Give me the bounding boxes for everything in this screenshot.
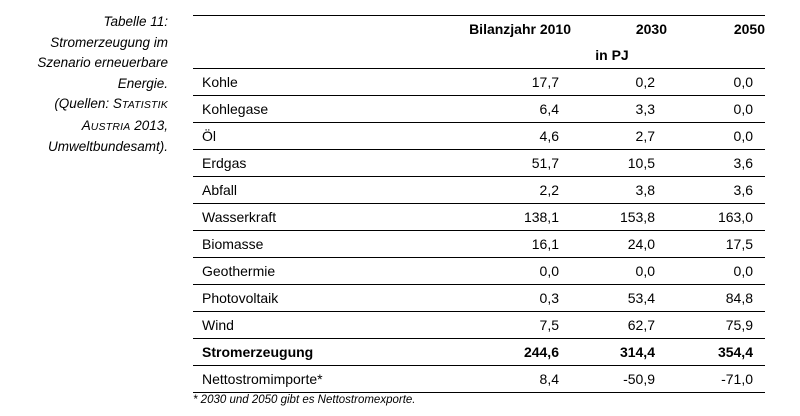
data-table: Bilanzjahr 2010 2030 2050 in PJ Kohle 17…	[193, 15, 765, 393]
cell-value: 4,6	[459, 122, 571, 150]
table-row: Geothermie 0,0 0,0 0,0	[193, 257, 765, 285]
caption-text: A	[81, 117, 91, 133]
row-label: Nettostromimporte*	[193, 365, 459, 393]
caption-text: USTRIA	[90, 120, 131, 133]
cell-value: 0,0	[571, 257, 667, 285]
table-caption: Tabelle 11: Stromerzeugung im Szenario e…	[0, 12, 168, 158]
cell-value: 7,5	[459, 311, 571, 339]
cell-value: 3,6	[667, 176, 765, 204]
cell-value: 3,8	[571, 176, 667, 204]
cell-value: 17,7	[459, 68, 571, 96]
cell-value: 62,7	[571, 311, 667, 339]
column-header: Bilanzjahr 2010	[459, 15, 571, 42]
row-label: Abfall	[193, 176, 459, 204]
unit-row: in PJ	[193, 42, 765, 69]
caption-text: (Quellen:	[54, 96, 113, 111]
row-label: Wasserkraft	[193, 203, 459, 231]
row-label: Wind	[193, 311, 459, 339]
table-row: Kohlegase 6,4 3,3 0,0	[193, 95, 765, 123]
table-row: Erdgas 51,7 10,5 3,6	[193, 149, 765, 177]
caption-line: Energie.	[117, 75, 168, 91]
column-header: 2050	[667, 15, 765, 42]
table-row: Öl 4,6 2,7 0,0	[193, 122, 765, 150]
cell-value: 8,4	[459, 365, 571, 393]
cell-value: 16,1	[459, 230, 571, 258]
cell-value: 3,6	[667, 149, 765, 177]
table-row: Nettostromimporte* 8,4 -50,9 -71,0	[193, 365, 765, 393]
table-row: Kohle 17,7 0,2 0,0	[193, 68, 765, 96]
row-label: Kohlegase	[193, 95, 459, 123]
caption-text: S	[112, 96, 122, 111]
row-label: Stromerzeugung	[193, 338, 459, 366]
cell-value: 84,8	[667, 284, 765, 312]
table-row: Abfall 2,2 3,8 3,6	[193, 176, 765, 204]
caption-text: 2013,	[130, 117, 168, 133]
caption-line: Szenario erneuerbare	[37, 55, 168, 70]
cell-value: 153,8	[571, 203, 667, 231]
table-row: Wasserkraft 138,1 153,8 163,0	[193, 203, 765, 231]
caption-line: AUSTRIA 2013,	[0, 116, 168, 138]
cell-value: 0,0	[667, 257, 765, 285]
cell-value: -50,9	[571, 365, 667, 393]
row-label: Geothermie	[193, 257, 459, 285]
column-header	[193, 15, 459, 42]
cell-value: 2,7	[571, 122, 667, 150]
cell-value: -71,0	[667, 365, 765, 393]
cell-value: 53,4	[571, 284, 667, 312]
caption-line: Tabelle 11:	[103, 14, 168, 29]
cell-value: 244,6	[459, 338, 571, 366]
cell-value: 51,7	[459, 149, 571, 177]
unit-spacer	[193, 42, 459, 69]
row-label: Biomasse	[193, 230, 459, 258]
cell-value: 0,0	[667, 68, 765, 96]
cell-value: 24,0	[571, 230, 667, 258]
table-row: Biomasse 16,1 24,0 17,5	[193, 230, 765, 258]
cell-value: 0,0	[667, 122, 765, 150]
cell-value: 0,0	[459, 257, 571, 285]
cell-value: 0,0	[667, 95, 765, 123]
row-label: Photovoltaik	[193, 284, 459, 312]
cell-value: 314,4	[571, 338, 667, 366]
cell-value: 0,3	[459, 284, 571, 312]
caption-line: (Quellen: STATISTIK	[0, 94, 168, 116]
header-row: Bilanzjahr 2010 2030 2050	[193, 15, 765, 42]
cell-value: 75,9	[667, 311, 765, 339]
table-row: Photovoltaik 0,3 53,4 84,8	[193, 284, 765, 312]
cell-value: 6,4	[459, 95, 571, 123]
cell-value: 17,5	[667, 230, 765, 258]
cell-value: 2,2	[459, 176, 571, 204]
caption-line: Stromerzeugung im	[50, 34, 168, 50]
cell-value: 10,5	[571, 149, 667, 177]
cell-value: 3,3	[571, 95, 667, 123]
caption-line: Umweltbundesamt).	[47, 139, 168, 154]
cell-value: 354,4	[667, 338, 765, 366]
row-label: Erdgas	[193, 149, 459, 177]
row-label: Öl	[193, 122, 459, 150]
footnote: * 2030 und 2050 gibt es Nettostromexport…	[193, 394, 416, 406]
total-row: Stromerzeugung 244,6 314,4 354,4	[193, 338, 765, 366]
cell-value: 138,1	[459, 203, 571, 231]
cell-value: 163,0	[667, 203, 765, 231]
unit-label: in PJ	[459, 42, 765, 69]
row-label: Kohle	[193, 68, 459, 96]
column-header: 2030	[571, 15, 667, 42]
table-row: Wind 7,5 62,7 75,9	[193, 311, 765, 339]
cell-value: 0,2	[571, 68, 667, 96]
caption-text: TATISTIK	[121, 99, 168, 111]
